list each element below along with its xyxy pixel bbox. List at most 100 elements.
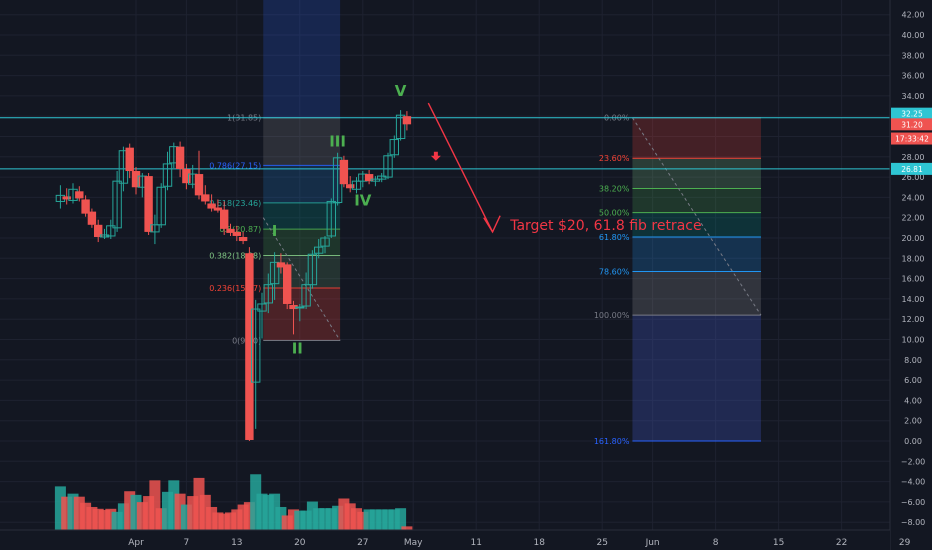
candle-body [144, 176, 153, 232]
time-tick-label: 13 [231, 538, 242, 548]
annotation-text: Target $20, 61.8 fib retrace [509, 218, 701, 234]
volume-bar [105, 508, 117, 530]
time-tick-label: 18 [533, 538, 545, 548]
candle-body [251, 308, 261, 383]
candle-body [395, 114, 406, 140]
candle-body [245, 253, 254, 440]
candles [55, 110, 412, 441]
volume-bar [338, 498, 350, 530]
volume-bar [174, 493, 186, 530]
wave-label: IV [354, 192, 372, 210]
volume-bars [54, 474, 413, 530]
volume-bar [376, 509, 388, 530]
volume-bar [92, 508, 104, 530]
fib-right-band [632, 271, 761, 316]
price-tick-label: 4.00 [904, 396, 922, 405]
time-tick-label: Apr [128, 538, 144, 548]
volume-bar [300, 510, 312, 530]
candle-body [346, 184, 355, 189]
volume-bar [193, 477, 205, 530]
candle-body [162, 163, 173, 187]
volume-bar [262, 494, 274, 530]
volume-bar [357, 511, 369, 530]
volume-bar [61, 496, 73, 530]
fib-right-level-label: 161.80% [594, 437, 630, 446]
fib-right-band [632, 315, 761, 441]
price-tick-label: 2.00 [904, 417, 922, 426]
time-tick-label: 29 [899, 538, 911, 548]
price-tick-label: 16.00 [902, 275, 925, 284]
volume-bar [168, 480, 180, 530]
candle-body [213, 207, 223, 211]
fib-right-band [632, 212, 761, 237]
wave-label: I [272, 222, 278, 240]
volume-bar [288, 509, 299, 530]
candle-body [175, 146, 185, 169]
price-tick-label: 38.00 [902, 51, 925, 60]
volume-bar [275, 506, 287, 530]
fib-right-level-label: 61.80% [599, 233, 630, 242]
volume-bar [143, 496, 155, 530]
time-tick-label: 15 [773, 538, 784, 548]
candle-body [257, 303, 267, 312]
price-tag [891, 132, 932, 145]
price-tick-label: 10.00 [902, 336, 925, 345]
candle-body [301, 284, 311, 307]
volume-bar [325, 508, 337, 530]
volume-bar [162, 491, 173, 530]
volume-bar [281, 515, 293, 530]
volume-bar [99, 510, 110, 530]
fib-zone-blue [263, 165, 341, 203]
time-tick-label: 8 [713, 538, 719, 548]
candle-body [87, 211, 97, 225]
candle-body [339, 159, 349, 185]
candle-body [269, 261, 280, 285]
volume-bar [136, 502, 148, 530]
highlight-zones [263, 0, 341, 341]
fib-right-level-label: 78.60% [599, 267, 630, 276]
volume-bar [388, 509, 400, 530]
candle-body [226, 228, 235, 233]
fib-right-band [632, 236, 761, 272]
grid [0, 0, 906, 530]
volume-bar [155, 508, 167, 530]
price-tick-label: 20.00 [902, 234, 925, 243]
price-tick-label: 42.00 [902, 11, 925, 20]
candle-body [94, 224, 103, 237]
candle-body [182, 168, 191, 184]
annotation: Target $20, 61.8 fib retrace [427, 102, 702, 234]
candle-body [194, 174, 204, 196]
volume-bar [218, 513, 230, 530]
candle-body [62, 196, 71, 200]
price-tick-label: −6.00 [901, 498, 926, 507]
fib-left-level-label: 0.236(15.07) [209, 284, 261, 293]
price-tick-label: 26.00 [902, 173, 925, 182]
volume-bar [363, 509, 375, 530]
price-tick-label: 36.00 [902, 72, 925, 81]
time-tick-label: 20 [294, 538, 306, 548]
volume-bar [149, 480, 161, 530]
time-tick-label: 22 [836, 538, 847, 548]
fib-retracement-projection: 0.00%23.60%38.20%50.00%61.80%78.60%100.0… [594, 114, 762, 446]
candle-body [307, 253, 318, 286]
volume-bar [256, 493, 268, 530]
volume-bar [130, 494, 142, 530]
fib-zone-gray [263, 117, 341, 166]
price-tick-label: −2.00 [901, 457, 926, 466]
candle-body [201, 194, 210, 202]
candle-body [106, 225, 116, 237]
fib-left-level-label: 0.618(23.46) [209, 199, 261, 208]
volume-bar [395, 508, 407, 530]
price-tag [891, 107, 932, 120]
volume-bar [187, 496, 199, 530]
candle-body [276, 262, 286, 268]
time-tick-label: 27 [357, 538, 368, 548]
time-tick-label: Jun [645, 538, 660, 548]
volume-bar [401, 526, 413, 530]
fib-zone-lightgreen [263, 255, 341, 289]
candle-body [320, 237, 330, 247]
candle-body [207, 203, 216, 209]
candle-body [351, 180, 362, 190]
